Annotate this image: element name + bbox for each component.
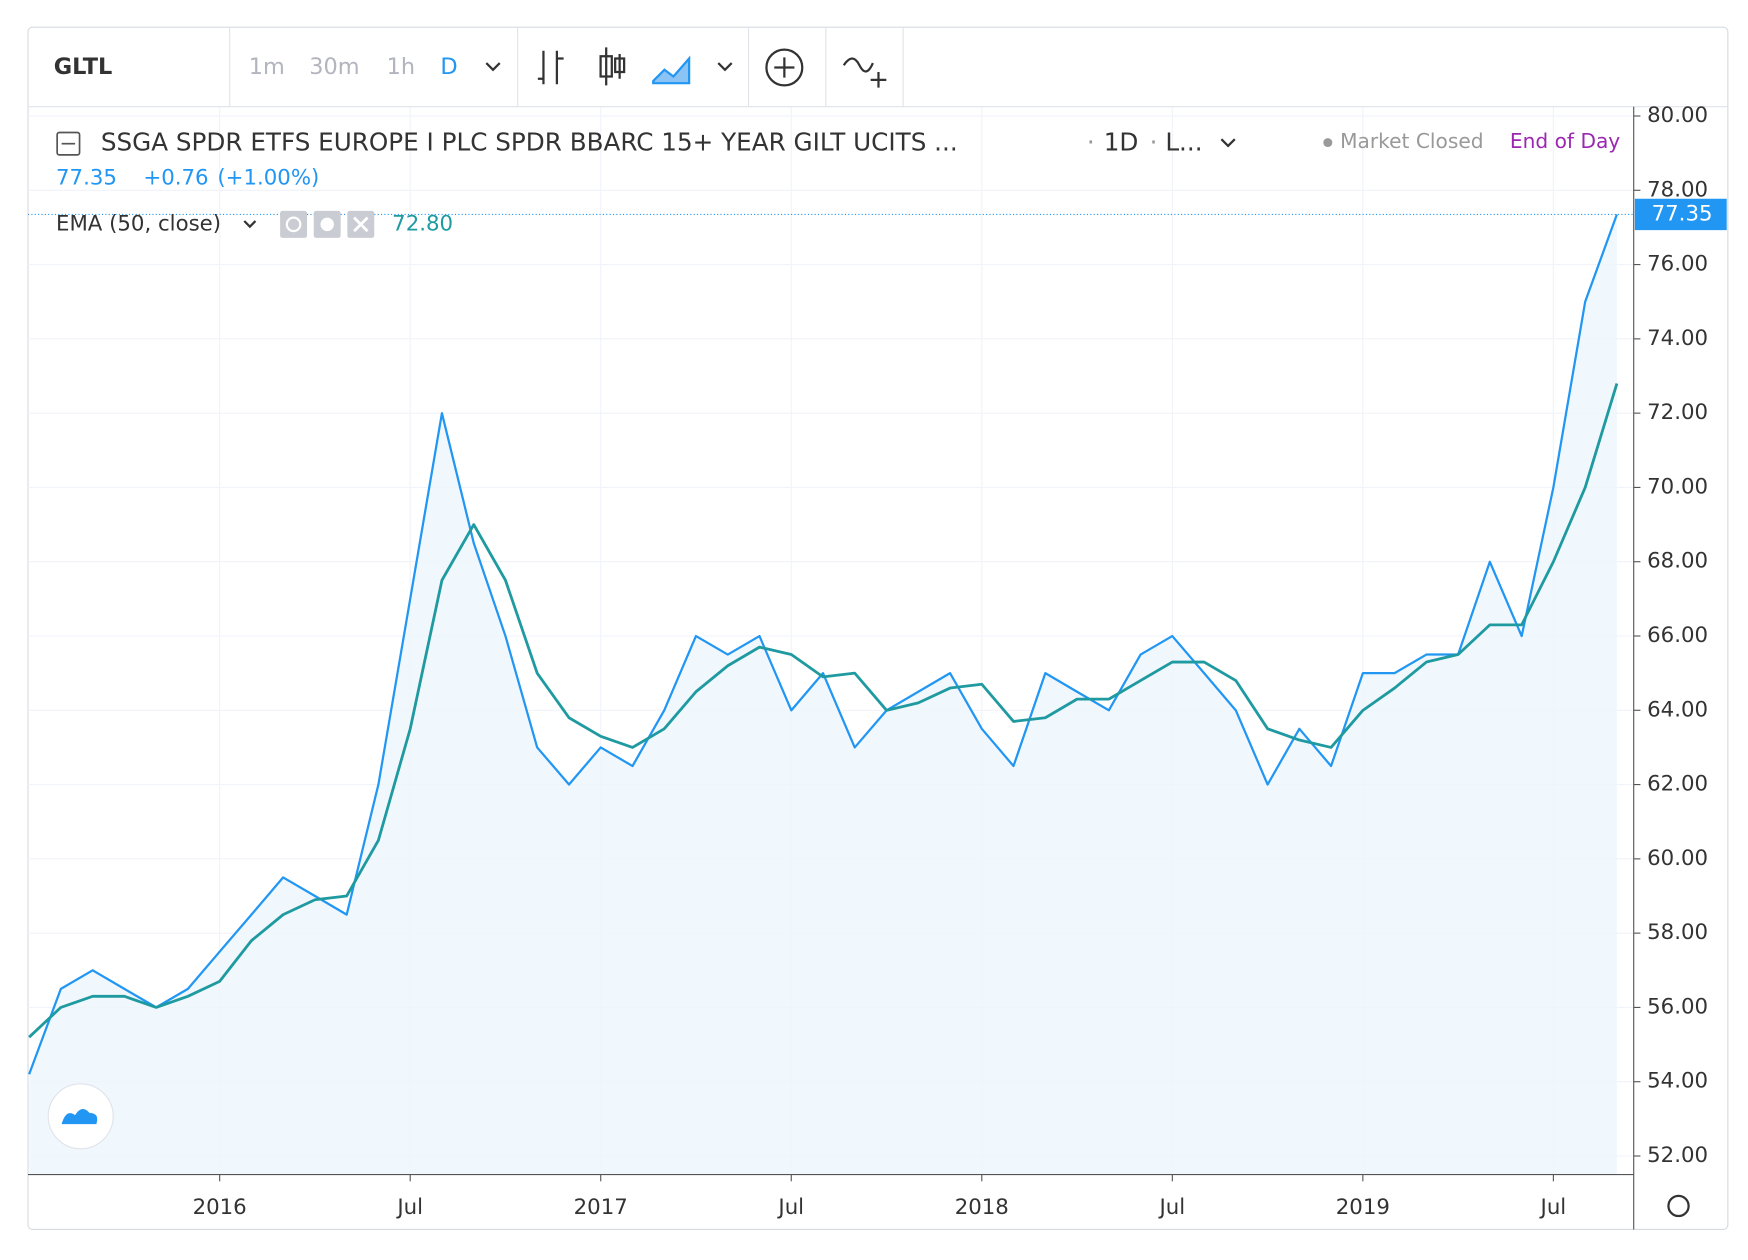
interval-button[interactable]: D	[440, 54, 457, 80]
y-tick-label: 70.00	[1647, 474, 1708, 499]
visibility-button[interactable]	[280, 210, 308, 238]
collapse-button[interactable]	[56, 131, 81, 156]
change-percent: (+1.00%)	[217, 165, 319, 190]
bars-style-button[interactable]	[537, 50, 564, 85]
ema-line	[28, 383, 1619, 1039]
y-tick-label: 80.00	[1647, 103, 1708, 128]
y-tick-label: 72.00	[1647, 400, 1708, 425]
interval-label: 1D	[1104, 128, 1139, 157]
indicators-button[interactable]	[842, 57, 887, 88]
interval-button[interactable]: 1h	[387, 54, 415, 80]
x-tick-label: Jul	[395, 1195, 423, 1220]
y-tick-label: 68.00	[1647, 549, 1708, 574]
area-style-button[interactable]	[652, 55, 691, 85]
x-tick-label: Jul	[1157, 1195, 1185, 1220]
separator-dot: ·	[1087, 128, 1095, 157]
price-line	[28, 214, 1618, 1075]
close-icon	[353, 216, 369, 233]
x-tick-label: 2017	[574, 1195, 628, 1220]
interval-button[interactable]: 30m	[309, 54, 359, 80]
y-tick-label: 74.00	[1647, 326, 1708, 351]
status-dot	[1323, 138, 1333, 148]
y-tick-label: 52.00	[1647, 1143, 1708, 1168]
eye-icon	[285, 216, 302, 233]
x-tick-label: 2019	[1336, 1195, 1390, 1220]
logo-icon	[61, 1108, 98, 1125]
interval-button[interactable]: 1m	[249, 54, 285, 80]
y-tick-label: 56.00	[1647, 994, 1708, 1019]
last-price-box	[1634, 198, 1727, 231]
y-tick-label: 58.00	[1647, 920, 1708, 945]
y-tick-label: 54.00	[1647, 1069, 1708, 1094]
style-label: L...	[1165, 128, 1202, 157]
y-tick-label: 78.00	[1647, 177, 1708, 202]
compare-icon	[774, 57, 795, 78]
x-tick-label: Jul	[776, 1195, 804, 1220]
plot-area	[28, 106, 1634, 1175]
dropdown[interactable]	[243, 220, 257, 229]
price-area	[29, 214, 1617, 1175]
last-price-label: 77.35	[1652, 201, 1713, 226]
y-tick-label: 76.00	[1647, 252, 1708, 277]
gear-icon	[320, 217, 334, 232]
last-price: 77.35	[56, 165, 117, 190]
indicator-value: 72.80	[392, 211, 453, 236]
x-tick-label: Jul	[1539, 1195, 1567, 1220]
dropdown[interactable]	[485, 62, 501, 72]
dropdown[interactable]	[1220, 138, 1236, 148]
y-tick-label: 66.00	[1647, 623, 1708, 648]
dropdown[interactable]	[717, 62, 733, 72]
chart-title: SSGA SPDR ETFS EUROPE I PLC SPDR BBARC 1…	[101, 128, 958, 157]
separator-dot: ·	[1150, 128, 1158, 157]
settings-gear[interactable]	[1667, 1194, 1690, 1218]
y-tick-label: 60.00	[1647, 846, 1708, 871]
x-tick-label: 2018	[955, 1195, 1009, 1220]
y-tick-label: 62.00	[1647, 772, 1708, 797]
market-status: Market Closed	[1340, 129, 1483, 153]
session: End of Day	[1510, 129, 1620, 153]
symbol[interactable]: GLTL	[54, 54, 113, 80]
candles-style-button[interactable]	[599, 47, 626, 86]
y-tick-label: 64.00	[1647, 697, 1708, 722]
change: +0.76	[143, 165, 208, 190]
x-tick-label: 2016	[193, 1195, 247, 1220]
compare-button[interactable]	[765, 48, 804, 87]
indicator-name[interactable]: EMA (50, close)	[56, 211, 221, 236]
